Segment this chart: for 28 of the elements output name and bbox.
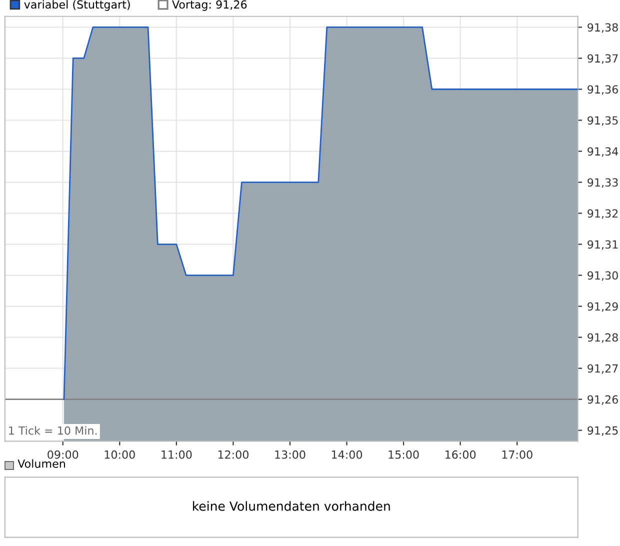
y-tick-label: 91,30 (588, 271, 618, 281)
y-tick-label: 91,38 (588, 23, 618, 33)
y-tick-label: 91,25 (588, 426, 618, 436)
y-tick-label: 91,27 (588, 364, 618, 374)
x-tick-label: 15:00 (388, 450, 419, 459)
text: keine Volumendaten vorhanden (193, 501, 390, 511)
x-tick-label: 13:00 (275, 450, 306, 459)
x-tick-label: 14:00 (332, 450, 362, 459)
y-tick-label: 91,31 (588, 240, 618, 250)
x-tick-label: 12:00 (218, 450, 248, 459)
y-tick-label: 91,29 (588, 302, 618, 312)
x-tick-label: 11:00 (162, 450, 192, 459)
y-tick-label: 91,28 (588, 333, 618, 343)
x-tick-label: 17:00 (502, 450, 532, 459)
x-tick-label: 09:00 (48, 450, 78, 459)
annotation: 1 Tick = 10 Min. (9, 426, 97, 435)
y-tick-label: 91,36 (588, 85, 618, 95)
y-tick-label: 91,34 (588, 147, 618, 157)
y-tick-label: 91,26 (588, 395, 618, 405)
legend-label: Vortag: 91,26 (172, 0, 247, 11)
y-tick-label: 91,32 (588, 209, 618, 219)
x-tick-label: 10:00 (104, 450, 135, 459)
legend-label: variabel (Stuttgart) (24, 0, 130, 11)
text: Volumen (18, 459, 65, 468)
x-tick-label: 16:00 (446, 450, 476, 459)
y-tick-label: 91,35 (588, 116, 618, 126)
y-tick-label: 91,33 (588, 178, 618, 188)
y-tick-label: 91,37 (588, 54, 618, 64)
